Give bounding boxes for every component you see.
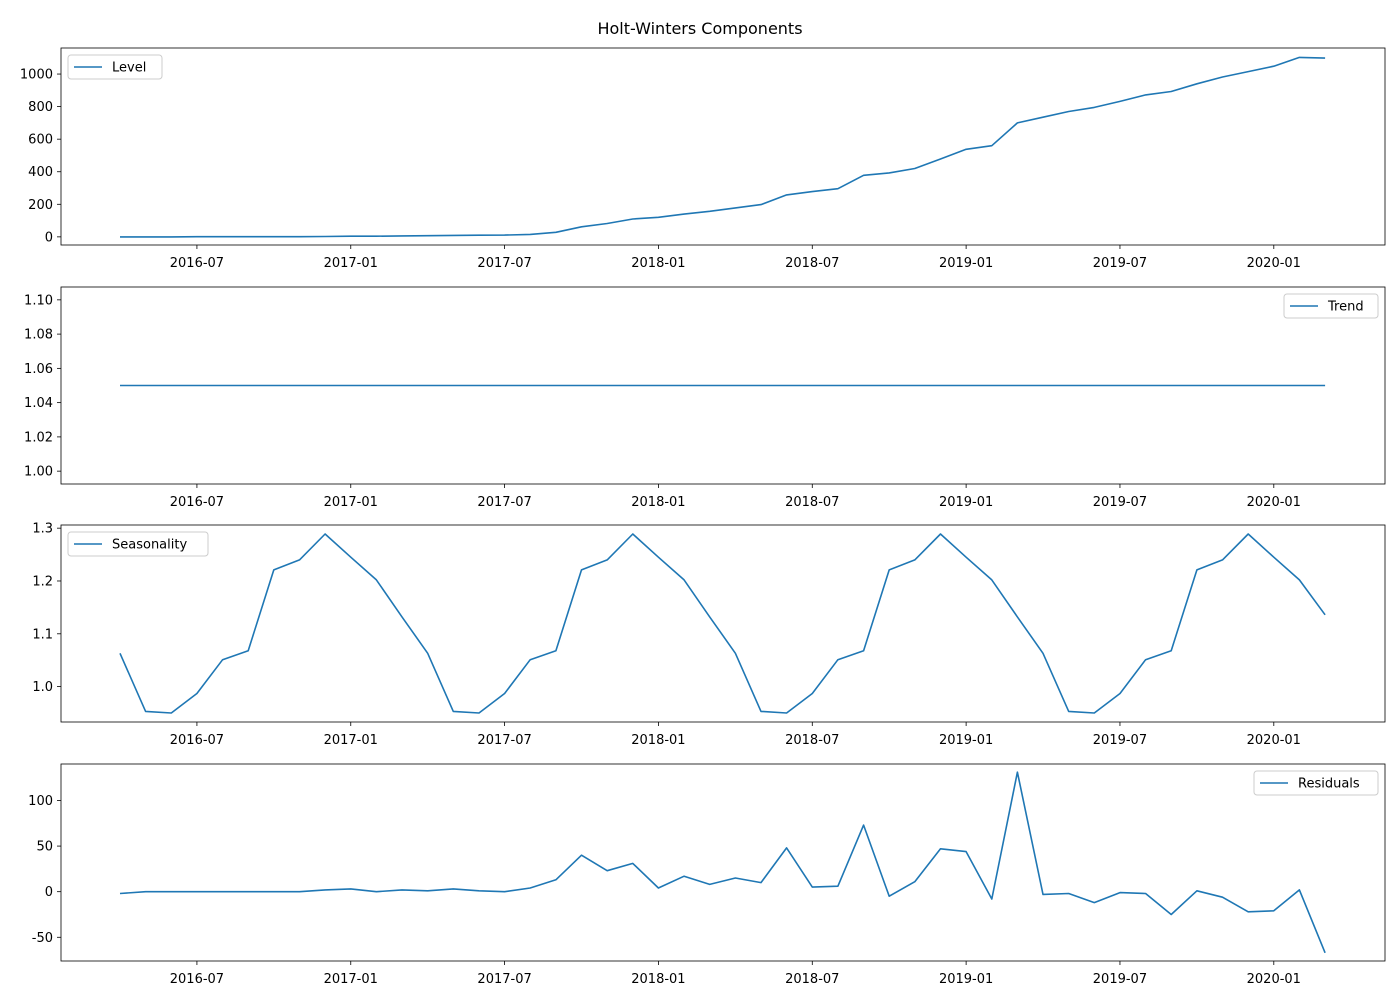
residuals-y-tick-label: 0 [45,885,53,900]
trend-y-tick-label: 1.00 [24,465,53,480]
seasonality-panel: 2016-07 2017-01 2017-07 2018-01 2018-07 2019-… [32,522,1386,748]
trend-x-tick-label: 2016-07 [170,495,224,510]
residuals-x-tick-label: 2019-07 [1093,972,1147,987]
level-y-tick-label: 200 [28,198,53,213]
seasonality-y-tick-label: 1.2 [32,574,53,589]
residuals-axes-frame [60,763,1386,962]
residuals-x-tick-label: 2017-07 [477,972,531,987]
seasonality-x-tick-label: 2017-01 [324,733,378,748]
trend-x-tick-label: 2017-07 [477,495,531,510]
figure-title: Holt-Winters Components [597,19,802,38]
residuals-y-tick-label: 50 [36,840,53,855]
residuals-legend-box [1253,770,1379,796]
residuals-y-tick-label: -50 [32,931,53,946]
trend-x-tick-label: 2017-01 [324,495,378,510]
level-x-tick-label: 2017-07 [477,256,531,271]
seasonality-x-tick-label: 2016-07 [170,733,224,748]
level-x-tick-label: 2017-01 [324,256,378,271]
level-y-tick-label: 600 [28,133,53,148]
level-y-tick-label: 0 [45,230,53,245]
level-y-tick-label: 400 [28,165,53,180]
seasonality-legend-label: Seasonality [112,538,187,553]
residuals-x-tick-label: 2020-01 [1247,972,1301,987]
residuals-legend: Residuals [1253,770,1379,796]
trend-axes-frame [60,286,1386,485]
residuals-x-tick-label: 2018-01 [631,972,685,987]
seasonality-x-tick-label: 2019-01 [939,733,993,748]
trend-x-tick-label: 2019-07 [1093,495,1147,510]
level-x-tick-label: 2018-01 [631,256,685,271]
seasonality-series-line [119,533,1326,714]
seasonality-y-tick-label: 1.1 [32,627,53,642]
trend-y-tick-label: 1.10 [24,293,53,308]
trend-x-tick-label: 2018-01 [631,495,685,510]
residuals-x-tick-label: 2018-07 [785,972,839,987]
level-panel: 2016-07 2017-01 2017-07 2018-01 2018-07 2019-… [20,47,1386,271]
seasonality-legend-box [67,531,209,557]
level-series-line [120,56,1326,238]
trend-legend-label: Trend [1327,300,1364,315]
seasonality-x-tick-label: 2017-07 [477,733,531,748]
residuals-legend-label: Residuals [1298,777,1360,792]
trend-legend-box [1283,293,1379,319]
level-x-tick-label: 2016-07 [170,256,224,271]
seasonality-x-tick-label: 2019-07 [1093,733,1147,748]
seasonality-y-tick-label: 1.3 [32,522,53,537]
level-axes-frame [60,47,1386,246]
trend-y-tick-label: 1.06 [24,362,53,377]
level-x-tick-label: 2018-07 [785,256,839,271]
residuals-x-tick-label: 2016-07 [170,972,224,987]
residuals-x-tick-label: 2017-01 [324,972,378,987]
seasonality-x-tick-label: 2018-01 [631,733,685,748]
trend-legend: Trend [1283,293,1379,319]
seasonality-legend: Seasonality [67,531,209,557]
seasonality-x-tick-label: 2020-01 [1247,733,1301,748]
level-legend-box [67,54,163,80]
level-x-tick-label: 2019-07 [1093,256,1147,271]
trend-y-tick-label: 1.02 [24,430,53,445]
level-y-tick-label: 1000 [20,68,53,83]
trend-x-tick-label: 2020-01 [1247,495,1301,510]
trend-x-tick-label: 2019-01 [939,495,993,510]
residuals-x-tick-label: 2019-01 [939,972,993,987]
residuals-series-line [119,771,1326,954]
residuals-panel: 2016-07 2017-01 2017-07 2018-01 2018-07 2019-… [28,763,1386,987]
seasonality-axes-frame [60,524,1386,723]
seasonality-x-tick-label: 2018-07 [785,733,839,748]
trend-x-tick-label: 2018-07 [785,495,839,510]
level-x-tick-label: 2019-01 [939,256,993,271]
residuals-y-tick-label: 100 [28,794,53,809]
level-legend: Level [67,54,163,80]
trend-panel: 2016-07 2017-01 2017-07 2018-01 2018-07 2019-… [24,286,1386,510]
level-x-tick-label: 2020-01 [1247,256,1301,271]
level-legend-label: Level [112,61,146,76]
level-y-tick-label: 800 [28,100,53,115]
seasonality-y-tick-label: 1.0 [32,680,53,695]
trend-y-tick-label: 1.04 [24,396,53,411]
trend-y-tick-label: 1.08 [24,328,53,343]
